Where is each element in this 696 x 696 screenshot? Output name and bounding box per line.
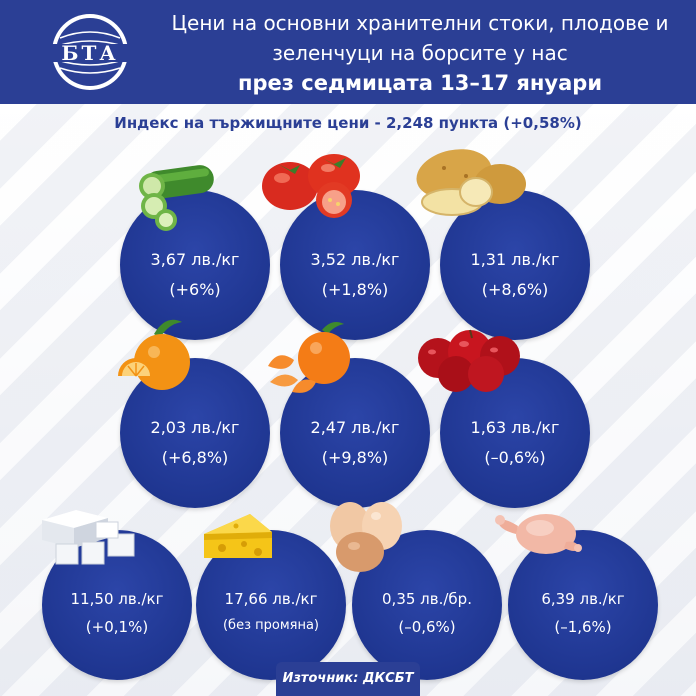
price-card-cucumber: 3,67 лв./кг (+6%) xyxy=(120,190,270,340)
price-card-tomato: 3,52 лв./кг (+1,8%) xyxy=(280,190,430,340)
price-index-subtitle: Индекс на тържищните цени - 2,248 пункта… xyxy=(114,114,582,132)
price-change: (+9,8%) xyxy=(321,448,389,467)
price-change: (–1,6%) xyxy=(554,618,612,636)
header-title: Цени на основни хранителни стоки, плодов… xyxy=(160,8,680,98)
price-change: (+0,1%) xyxy=(85,618,149,636)
potato-icon xyxy=(416,149,526,216)
price-value: 1,63 лв./кг xyxy=(470,418,560,437)
price-card-chicken: 6,39 лв./кг (–1,6%) xyxy=(508,530,658,680)
price-change: (без промяна) xyxy=(222,618,319,633)
price-value: 3,52 лв./кг xyxy=(310,250,400,269)
tangerine-icon xyxy=(268,322,350,393)
price-value: 6,39 лв./кг xyxy=(541,590,625,608)
title-line-3: през седмицата 13–17 януари xyxy=(237,71,603,95)
price-change: (+1,8%) xyxy=(321,280,389,299)
white-cheese-icon xyxy=(42,510,135,565)
price-change: (+6%) xyxy=(169,280,221,299)
price-value: 17,66 лв./кг xyxy=(224,590,318,608)
price-card-potato: 1,31 лв./кг (+8,6%) xyxy=(440,190,590,340)
price-value: 1,31 лв./кг xyxy=(470,250,560,269)
apple-icon xyxy=(418,329,520,392)
header-banner: БТА Цени на основни хранителни стоки, пл… xyxy=(0,0,696,104)
price-value: 2,47 лв./кг xyxy=(310,418,400,437)
price-change: (–0,6%) xyxy=(484,448,546,467)
bta-logo: БТА xyxy=(36,14,144,90)
price-value: 3,67 лв./кг xyxy=(150,250,240,269)
price-value: 2,03 лв./кг xyxy=(150,418,240,437)
chicken-icon xyxy=(495,514,582,554)
eggs-icon xyxy=(330,502,402,572)
source-label: Източник: ДКСБТ xyxy=(276,662,420,696)
yellow-cheese-icon xyxy=(204,514,272,558)
title-line-1: Цени на основни хранителни стоки, плодов… xyxy=(171,11,669,35)
price-value: 0,35 лв./бр. xyxy=(382,590,472,608)
logo-text: БТА xyxy=(61,41,118,65)
cucumber-icon xyxy=(139,165,214,231)
price-change: (+8,6%) xyxy=(481,280,549,299)
price-change: (–0,6%) xyxy=(398,618,456,636)
title-line-2: зеленчуци на борсите у нас xyxy=(272,41,568,65)
price-value: 11,50 лв./кг xyxy=(70,590,164,608)
orange-icon xyxy=(118,319,190,390)
tomato-icon xyxy=(262,154,360,218)
price-change: (+6,8%) xyxy=(161,448,229,467)
